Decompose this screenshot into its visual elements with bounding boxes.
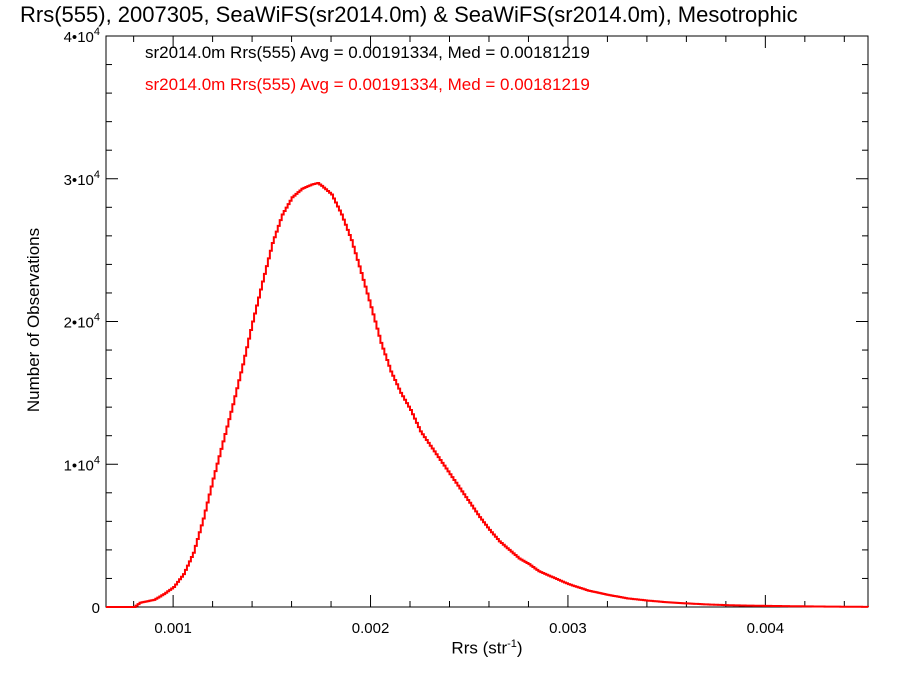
x-tick-label: 0.003: [549, 620, 587, 637]
plot-frame: [105, 35, 869, 608]
x-axis-label-suffix: ): [516, 638, 523, 658]
series-group: [106, 182, 869, 608]
x-axis-label: Rrs (str-1): [451, 638, 522, 659]
y-tick-label: 1•104: [64, 454, 100, 474]
x-tick-label: 0.001: [154, 620, 192, 637]
chart-title: Rrs(555), 2007305, SeaWiFS(sr2014.0m) & …: [20, 2, 798, 27]
y-tick-label: 0: [92, 600, 100, 617]
y-tick-label: 2•104: [64, 312, 100, 332]
x-tick-label: 0.002: [352, 620, 390, 637]
x-tick-label: 0.004: [747, 620, 785, 637]
series-line-0: [106, 182, 869, 608]
y-tick-label: 4•104: [64, 26, 100, 46]
y-tick-label: 3•104: [64, 169, 100, 189]
x-axis-label-exponent: -1: [507, 638, 517, 650]
annotation-black: sr2014.0m Rrs(555) Avg = 0.00191334, Med…: [145, 43, 590, 62]
annotation-red: sr2014.0m Rrs(555) Avg = 0.00191334, Med…: [145, 75, 590, 94]
axis-ticks: 0.001 0.002 0.003 0.004 0 1•104 2•104 3•104 4•10…: [64, 26, 868, 637]
x-axis-label-main: Rrs (str: [451, 638, 508, 658]
